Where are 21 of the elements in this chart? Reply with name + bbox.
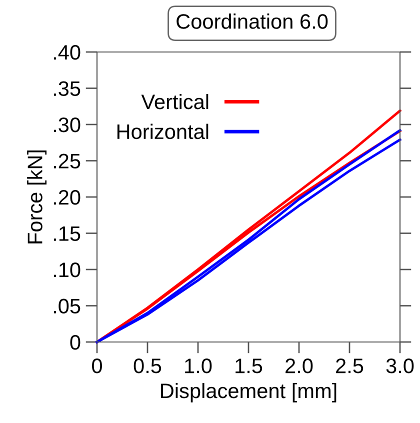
x-tick-label: 1.5 <box>236 358 262 374</box>
y-tick-label: .30 <box>54 118 80 132</box>
y-tick-label: .35 <box>54 81 80 96</box>
x-tick-label: 2.5 <box>336 358 364 374</box>
x-tick-label: 2.0 <box>286 358 313 374</box>
y-tick-label: 0 <box>70 335 80 350</box>
y-tick-label: .15 <box>54 226 80 242</box>
x-tick-label: 0 <box>92 358 102 374</box>
x-tick-label: 0.5 <box>134 358 162 374</box>
legend-label: Vertical <box>141 94 208 110</box>
x-axis-title: Displacement [mm] <box>161 382 336 402</box>
y-tick-label: .40 <box>54 45 80 60</box>
legend-label: Horizontal <box>117 124 208 140</box>
y-tick-label: .25 <box>54 154 80 169</box>
y-tick-label: .05 <box>54 298 80 314</box>
y-tick-label: .10 <box>54 262 80 278</box>
x-tick-label: 1.0 <box>185 358 212 374</box>
y-axis-title: Force [kN] <box>27 150 47 244</box>
x-tick-label: 3.0 <box>386 358 414 374</box>
y-tick-label: .20 <box>54 190 80 205</box>
chart-title: Coordination 6.0 <box>176 14 328 29</box>
